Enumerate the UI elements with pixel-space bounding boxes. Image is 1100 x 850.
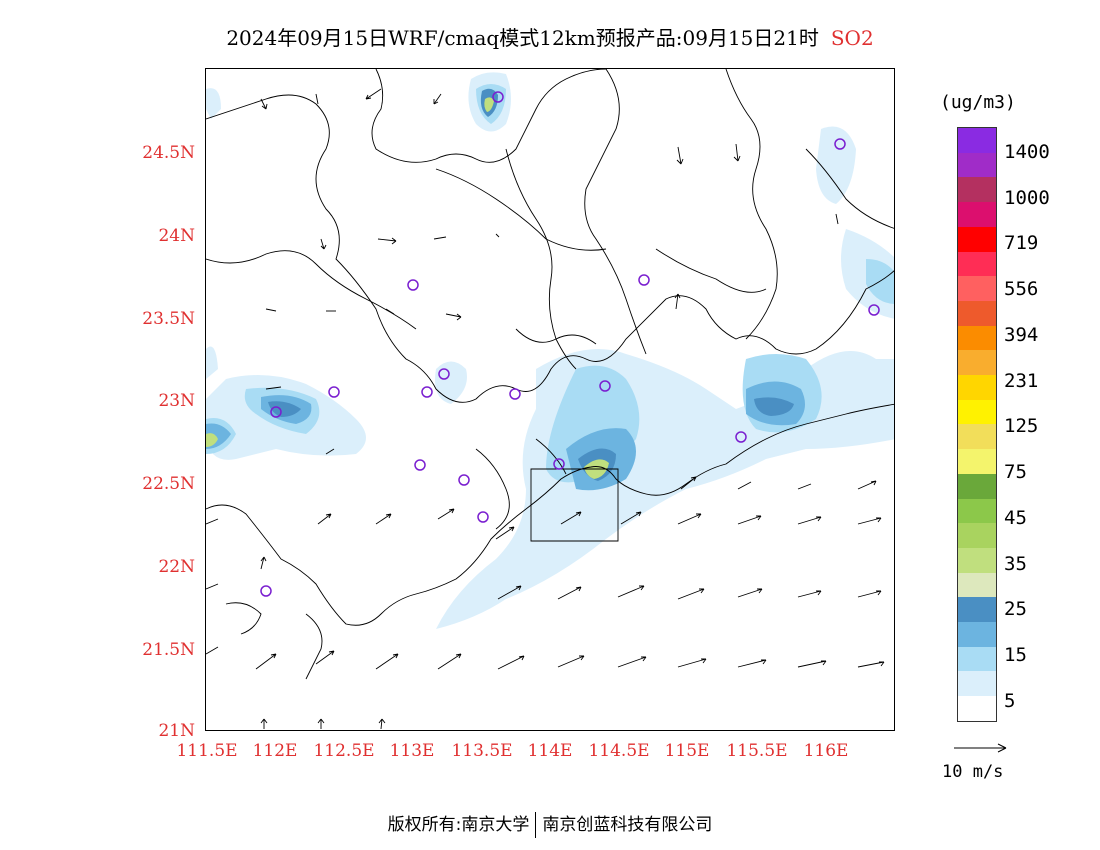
lon-label-115: 115E: [664, 741, 710, 761]
map-title: 2024年09月15日WRF/cmaq模式12km预报产品:09月15日21时 S…: [0, 22, 1100, 51]
color-scale-bar: [957, 127, 997, 722]
title-text: 2024年09月15日WRF/cmaq模式12km预报产品:09月15日21时: [226, 26, 819, 50]
lat-label-22-5: 22.5N: [142, 474, 195, 494]
color-scale-swatch: [958, 597, 996, 623]
legend-label-1400: 1400: [1004, 141, 1050, 163]
footer-divider: [535, 812, 537, 838]
lat-label-24: 24N: [158, 226, 195, 246]
color-scale-swatch: [958, 498, 996, 524]
color-scale-swatch: [958, 152, 996, 178]
color-scale-swatch: [958, 202, 996, 227]
copyright-left: 版权所有:南京大学: [387, 815, 530, 835]
lat-label-23-5: 23.5N: [142, 309, 195, 329]
pollutant-label: SO2: [830, 26, 874, 50]
lon-label-113-5: 113.5E: [451, 741, 513, 761]
coastline-boundaries: [206, 69, 894, 680]
lat-label-23: 23N: [158, 391, 195, 411]
legend-label-15: 15: [1004, 644, 1027, 666]
lat-label-21-5: 21.5N: [142, 640, 195, 660]
color-scale-swatch: [958, 424, 996, 450]
lon-label-114-5: 114.5E: [588, 741, 650, 761]
color-scale-swatch: [958, 350, 996, 376]
color-scale-swatch: [958, 128, 996, 153]
color-scale-swatch: [958, 646, 996, 672]
legend-label-231: 231: [1004, 370, 1039, 392]
color-scale-swatch: [958, 325, 996, 351]
map-panel: [205, 68, 895, 731]
wind-reference-label: 10 m/s: [942, 762, 1004, 782]
color-scale-swatch: [958, 300, 996, 326]
lon-label-115-5: 115.5E: [726, 741, 788, 761]
lon-label-112-5: 112.5E: [313, 741, 375, 761]
color-scale-swatch: [958, 572, 996, 598]
map-canvas: [206, 69, 894, 730]
color-scale-swatch: [958, 473, 996, 499]
lat-label-22: 22N: [158, 557, 195, 577]
color-scale-swatch: [958, 226, 996, 252]
lon-label-112: 112E: [252, 741, 298, 761]
legend-label-35: 35: [1004, 553, 1027, 575]
copyright-footer: 版权所有:南京大学 南京创蓝科技有限公司: [0, 810, 1100, 838]
legend-label-719: 719: [1004, 232, 1039, 254]
legend-label-556: 556: [1004, 278, 1039, 300]
legend-label-125: 125: [1004, 415, 1039, 437]
wind-vectors: [206, 88, 885, 730]
color-scale-swatch: [958, 449, 996, 474]
color-scale-swatch: [958, 622, 996, 647]
color-scale-swatch: [958, 523, 996, 548]
legend-label-5: 5: [1004, 690, 1016, 712]
lon-label-113: 113E: [389, 741, 435, 761]
legend-label-394: 394: [1004, 324, 1039, 346]
color-scale-swatch: [958, 375, 996, 400]
legend-units: (ug/m3): [940, 92, 1016, 113]
monitoring-stations: [260, 91, 880, 597]
copyright-right: 南京创蓝科技有限公司: [542, 815, 713, 835]
color-scale-swatch: [958, 671, 996, 697]
wind-reference-arrow-icon: [954, 743, 1007, 753]
color-scale-swatch: [958, 696, 996, 721]
legend-label-45: 45: [1004, 507, 1027, 529]
lon-label-116: 116E: [803, 741, 849, 761]
color-scale-swatch: [958, 399, 996, 425]
lat-label-21: 21N: [158, 721, 195, 741]
color-scale-swatch: [958, 547, 996, 573]
color-scale-swatch: [958, 177, 996, 203]
legend-label-75: 75: [1004, 461, 1027, 483]
legend-label-25: 25: [1004, 598, 1027, 620]
color-scale-swatch: [958, 251, 996, 277]
so2-concentration-field: [206, 72, 894, 629]
legend-label-1000: 1000: [1004, 187, 1050, 209]
lon-label-111-5: 111.5E: [176, 741, 238, 761]
color-scale-swatch: [958, 276, 996, 301]
lat-label-24-5: 24.5N: [142, 143, 195, 163]
lon-label-114: 114E: [527, 741, 573, 761]
